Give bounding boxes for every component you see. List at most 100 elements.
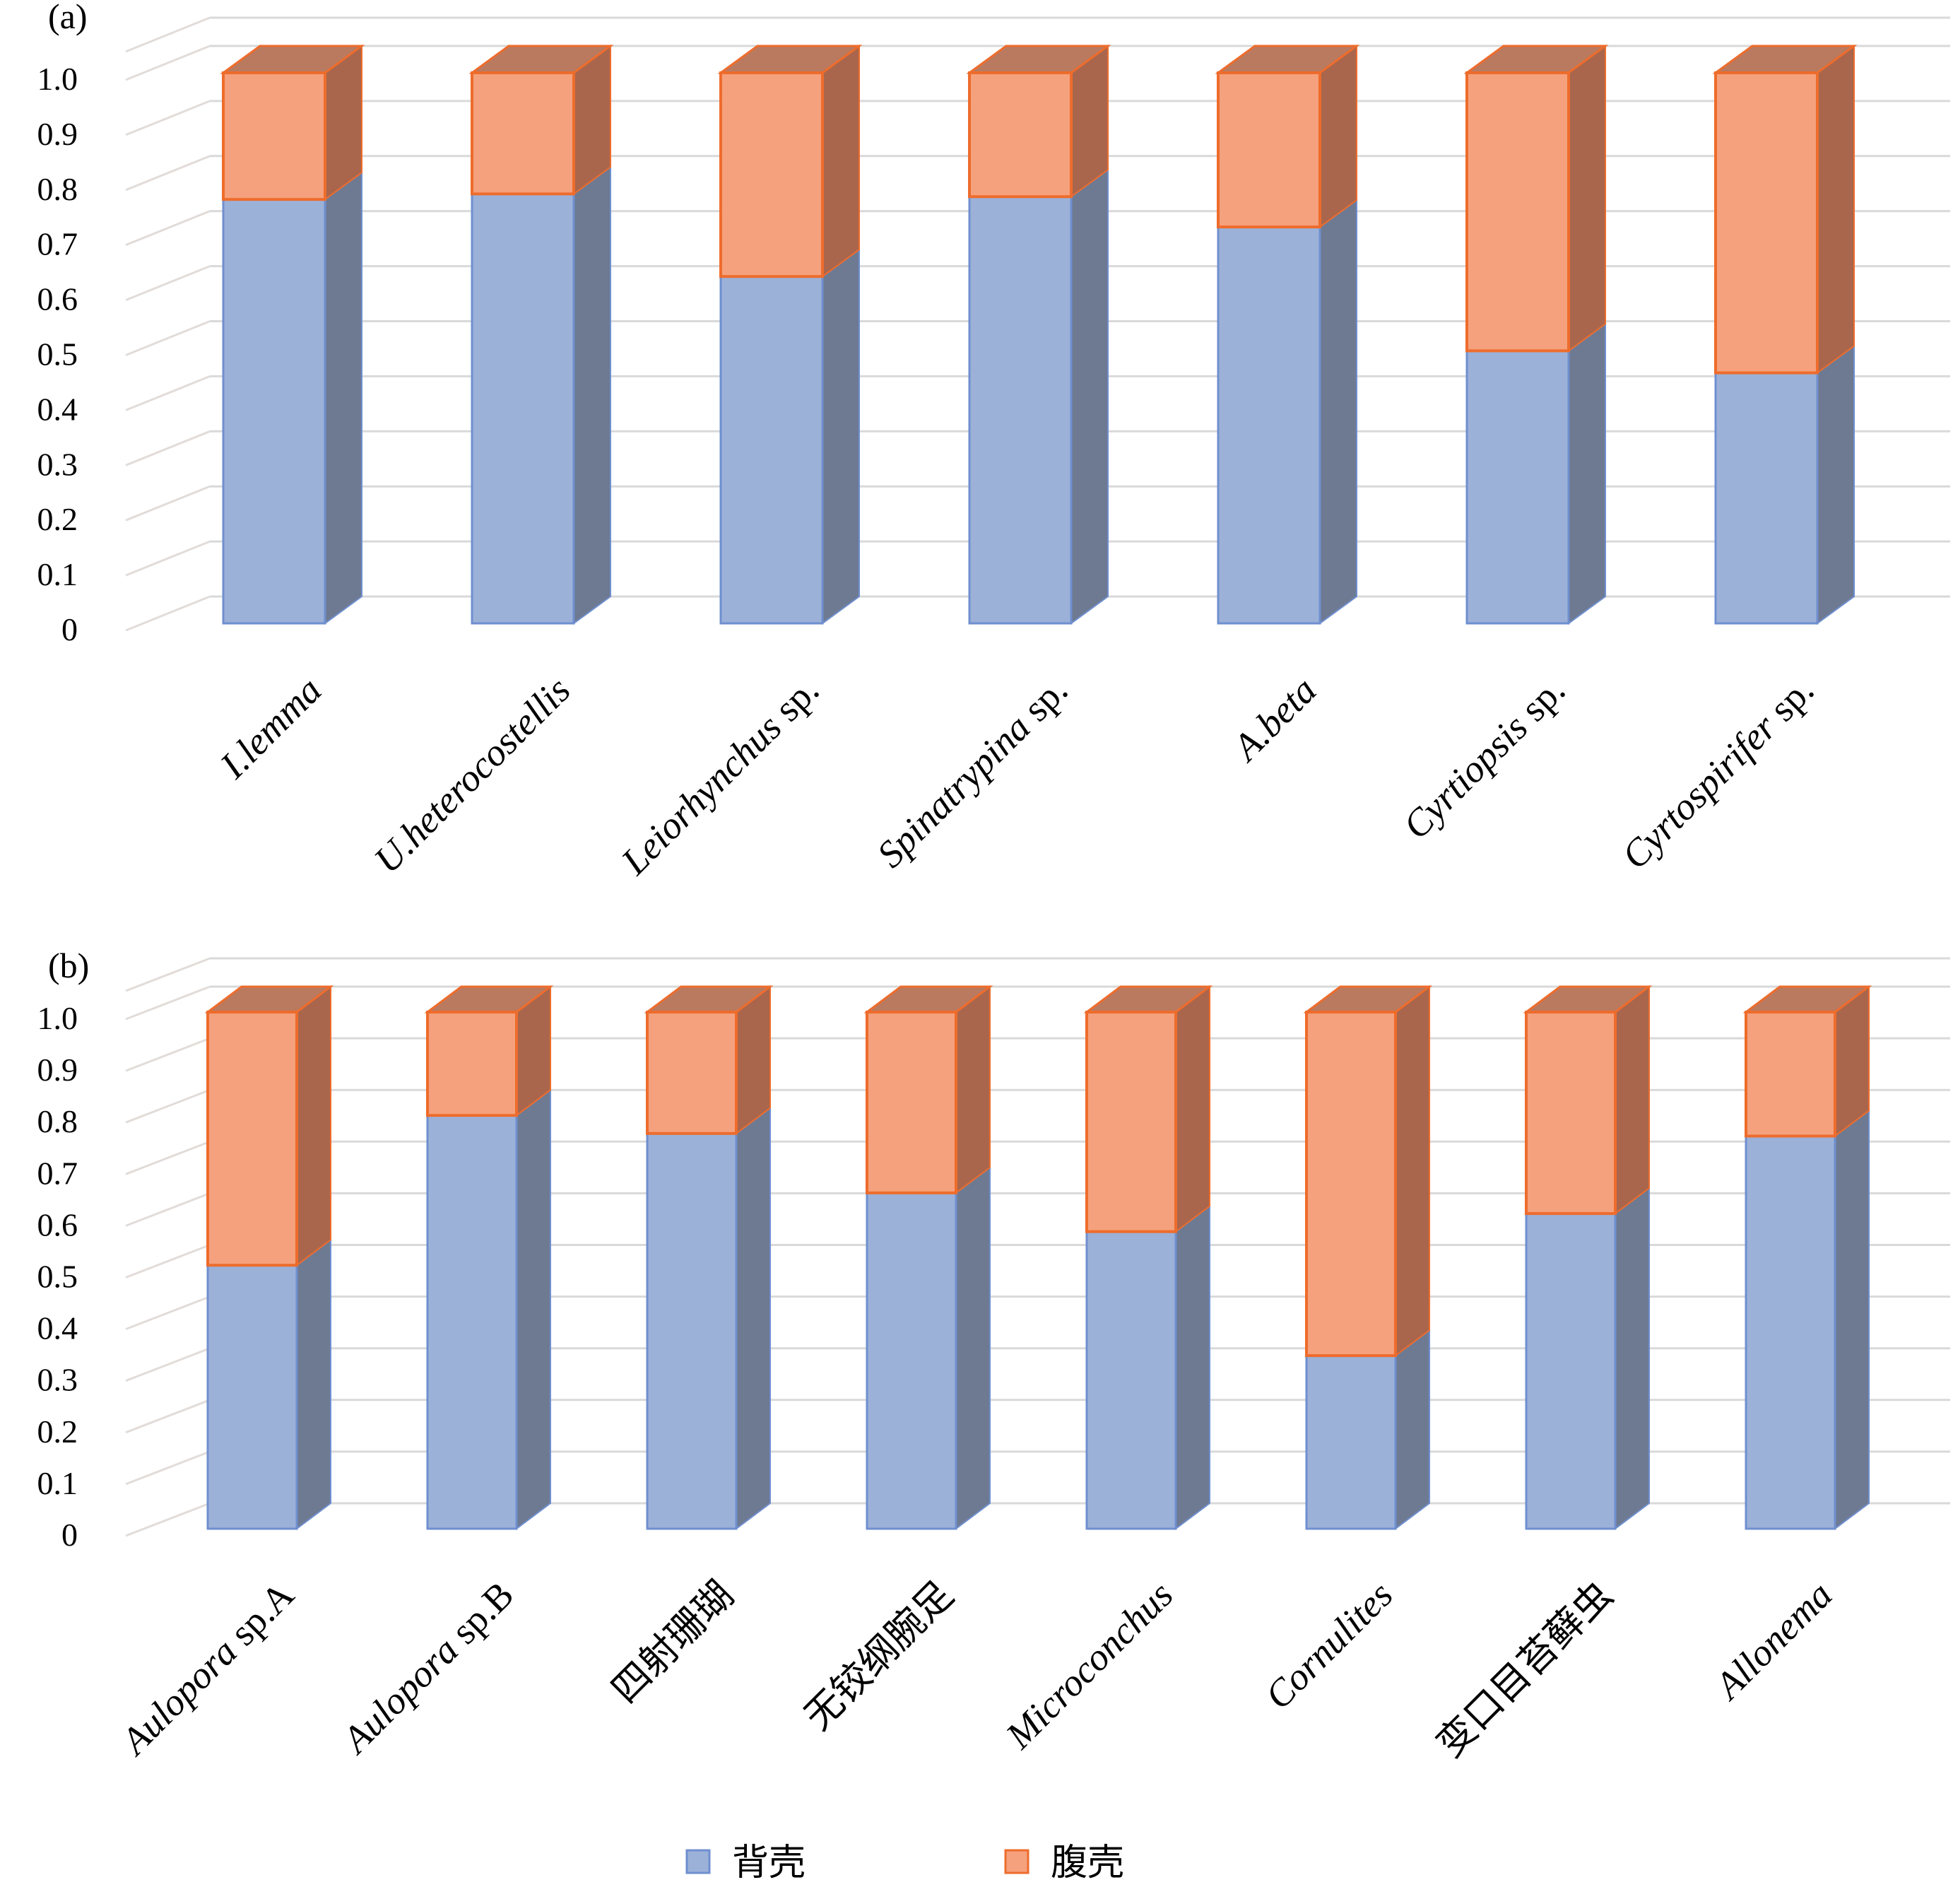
category-label-leiorhynchus: Leiorhynchus sp. <box>613 669 827 883</box>
category-label-italic: Microconchus <box>997 1573 1181 1757</box>
category-label-italic: U.heterocostellis <box>366 669 579 881</box>
bar-ventral-cat <box>866 1011 957 1194</box>
category-label-italic: Cyrtiopsis <box>1395 706 1535 847</box>
y-tick-label: 0.5 <box>37 1259 78 1295</box>
y-tick-label: 0.8 <box>37 171 78 207</box>
bar-dorsal-cornulites <box>1305 1354 1397 1530</box>
grid-diagonal <box>125 45 211 81</box>
grid-diagonal <box>125 210 211 247</box>
bar-dorsal-cat <box>1525 1212 1617 1530</box>
bar-side-ventral-cornulites <box>1395 985 1430 1358</box>
category-label-spinatrypina: Spinatrypina sp. <box>869 669 1076 876</box>
category-label-aulopora: Aulopora sp.A <box>112 1573 302 1763</box>
grid-diagonal <box>125 265 211 301</box>
bar-side-dorsal-i-lemma <box>324 171 362 625</box>
grid-diagonal <box>125 1450 211 1486</box>
grid-diagonal <box>125 430 211 466</box>
category-label-i-lemma: I.lemma <box>211 669 329 787</box>
grid-diagonal <box>125 1140 211 1175</box>
category-label-allonema: Allonema <box>1706 1573 1841 1708</box>
y-tick-label: 0.4 <box>37 391 78 427</box>
y-tick-label: 0.3 <box>37 446 78 482</box>
panel-b-chart: (b) 0 0.1 0.2 0.3 0.4 0.5 0.6 0.7 0.8 0.9 1.0 Aulopo… <box>37 946 1950 1766</box>
bar-side-dorsal-cat <box>736 1106 771 1530</box>
y-tick-label: 0.7 <box>37 1155 78 1191</box>
bar-dorsal-i-lemma <box>222 198 326 625</box>
y-tick-label: 0.3 <box>37 1362 78 1398</box>
y-tick-label: 0.6 <box>37 1206 78 1242</box>
category-label-aulopora: Aulopora sp.B <box>333 1573 521 1762</box>
bar-side-dorsal-cyrtospirifer <box>1817 344 1855 625</box>
bar-ventral-a-beta <box>1217 71 1321 229</box>
bar-side-dorsal-spinatrypina <box>1070 168 1109 625</box>
bar-ventral-leiorhynchus <box>719 71 824 278</box>
bar-side-dorsal-a-beta <box>1319 199 1357 625</box>
category-label-cat: 变口目苔藓虫 <box>1428 1573 1622 1766</box>
bar-dorsal-aulopora <box>426 1114 518 1530</box>
grid-diagonal <box>125 1502 211 1537</box>
bar-ventral-cat <box>646 1011 738 1135</box>
category-label-cyrtiopsis: Cyrtiopsis sp. <box>1395 669 1573 847</box>
bar-ventral-u-heterocostellis <box>471 71 575 196</box>
bar-side-dorsal-u-heterocostellis <box>573 165 611 625</box>
panel-label-a: (a) <box>48 0 88 36</box>
y-tick-label: 0.6 <box>37 281 78 317</box>
y-tick-label: 0.9 <box>37 116 78 152</box>
bar-dorsal-microconchus <box>1085 1230 1177 1530</box>
bar-dorsal-a-beta <box>1217 225 1321 625</box>
bar-ventral-aulopora <box>206 1011 298 1267</box>
y-tick-label: 0.8 <box>37 1103 78 1139</box>
bar-dorsal-u-heterocostellis <box>471 192 575 625</box>
bar-side-ventral-cyrtiopsis <box>1568 45 1606 353</box>
bar-dorsal-cyrtiopsis <box>1465 349 1570 625</box>
legend-label-dorsal: 背壳 <box>732 1842 806 1884</box>
y-tick-label: 0.9 <box>37 1052 78 1088</box>
grid-diagonal <box>125 1088 211 1124</box>
category-label-italic: A.beta <box>1223 669 1324 770</box>
bar-ventral-spinatrypina <box>968 71 1073 199</box>
y-tick-label: 0 <box>61 611 78 647</box>
bar-side-ventral-aulopora <box>296 985 331 1267</box>
category-label-cat: 无铰纲腕足 <box>796 1573 962 1739</box>
bar-side-ventral-a-beta <box>1319 45 1357 229</box>
bar-ventral-aulopora <box>426 1011 518 1117</box>
bar-side-dorsal-cyrtiopsis <box>1568 322 1606 625</box>
category-label-italic: Cyrtospirifer <box>1614 705 1786 877</box>
bar-ventral-microconchus <box>1085 1011 1177 1233</box>
bar-side-dorsal-cat <box>955 1165 991 1530</box>
category-label-suffix: 无铰纲腕足 <box>796 1573 962 1739</box>
grid-diagonal <box>125 16 211 53</box>
grid-diagonal <box>125 375 211 411</box>
grid-diagonal <box>125 540 211 577</box>
bar-side-ventral-cyrtospirifer <box>1817 45 1855 375</box>
y-tick-label: 0.1 <box>37 1465 78 1501</box>
bar-ventral-cornulites <box>1305 1011 1397 1358</box>
y-tick-label: 0.7 <box>37 226 78 262</box>
category-label-italic: Leiorhynchus <box>613 706 789 883</box>
grid-diagonal <box>125 1347 211 1382</box>
bar-side-dorsal-aulopora <box>516 1088 551 1530</box>
category-label-italic: Spinatrypina <box>869 706 1039 876</box>
bar-dorsal-spinatrypina <box>968 195 1073 625</box>
y-tick-label: 1.0 <box>37 1000 78 1036</box>
grid-diagonal <box>125 595 211 632</box>
bar-ventral-cyrtiopsis <box>1465 71 1570 353</box>
bar-dorsal-allonema <box>1745 1134 1836 1530</box>
y-tick-label: 0.5 <box>37 336 78 372</box>
legend: 背壳 腹壳 <box>685 1842 1124 1884</box>
category-label-italic: Aulopora <box>112 1630 245 1764</box>
grid-diagonal <box>125 1295 211 1330</box>
bar-side-dorsal-microconchus <box>1175 1204 1210 1530</box>
legend-swatch-ventral <box>1004 1849 1029 1874</box>
grid-diagonal <box>125 100 211 136</box>
category-label-microconchus: Microconchus <box>997 1573 1181 1757</box>
bar-dorsal-aulopora <box>206 1264 298 1530</box>
bar-side-dorsal-aulopora <box>296 1238 331 1530</box>
legend-label-ventral: 腹壳 <box>1051 1842 1124 1884</box>
category-label-italic: Aulopora <box>333 1629 466 1763</box>
grid-diagonal <box>125 155 211 192</box>
panel-label-b: (b) <box>48 946 89 985</box>
grid-diagonal <box>125 320 211 356</box>
bar-ventral-i-lemma <box>222 71 326 201</box>
